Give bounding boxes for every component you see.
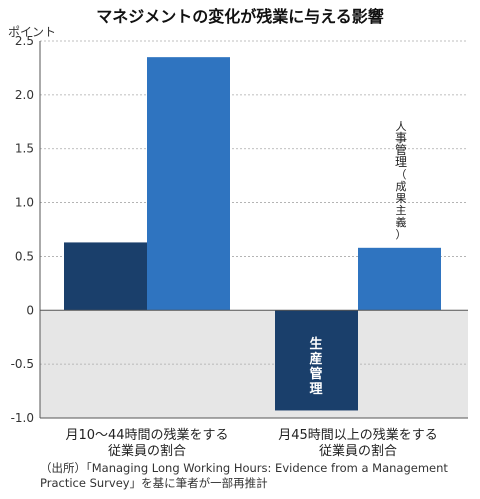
x-category-label: 月45時間以上の残業をする bbox=[278, 427, 438, 443]
y-tick-label: 2.5 bbox=[15, 34, 34, 48]
y-tick-label: 0 bbox=[26, 303, 34, 317]
y-tick-label: 1.5 bbox=[15, 142, 34, 156]
legend-label-production: 理 bbox=[309, 382, 322, 397]
x-category-label: 従業員の割合 bbox=[319, 443, 397, 459]
bar-production-mgmt-2 bbox=[275, 310, 358, 411]
legend-label-hr: 義 bbox=[396, 215, 407, 229]
legend-label-hr: 人 bbox=[396, 120, 407, 133]
legend-label-hr: 管 bbox=[395, 142, 407, 157]
source-note: （出所）「Managing Long Working Hours: Eviden… bbox=[40, 461, 448, 490]
legend-label-hr: 果 bbox=[396, 192, 407, 205]
y-axis-label: ポイント bbox=[8, 25, 56, 39]
y-tick-label: 1.0 bbox=[15, 196, 34, 210]
y-tick-label: -1.0 bbox=[11, 411, 34, 425]
x-category-label: 従業員の割合 bbox=[108, 443, 186, 459]
bar-hr-mgmt-1 bbox=[147, 57, 230, 311]
chart-title: マネジメントの変化が残業に与える影響 bbox=[96, 7, 384, 26]
bar-production-mgmt-1 bbox=[64, 242, 147, 311]
x-category-label: 月10〜44時間の残業をする bbox=[65, 427, 228, 443]
legend-label-hr: 主 bbox=[396, 204, 407, 217]
legend-label-production: 管 bbox=[309, 366, 322, 382]
bar-hr-mgmt-2 bbox=[358, 247, 441, 311]
legend-label-hr: 理 bbox=[395, 155, 407, 169]
legend-label-hr: 事 bbox=[395, 131, 407, 145]
legend-label-hr: 成 bbox=[396, 180, 407, 193]
legend-label-production: 生 bbox=[309, 336, 322, 352]
legend-label-hr: ） bbox=[396, 228, 407, 241]
y-tick-label: 0.5 bbox=[15, 249, 34, 263]
y-tick-label: -0.5 bbox=[11, 357, 34, 371]
legend-label-hr: （ bbox=[396, 168, 407, 181]
y-tick-label: 2.0 bbox=[15, 88, 34, 102]
legend-label-production: 産 bbox=[309, 351, 322, 367]
